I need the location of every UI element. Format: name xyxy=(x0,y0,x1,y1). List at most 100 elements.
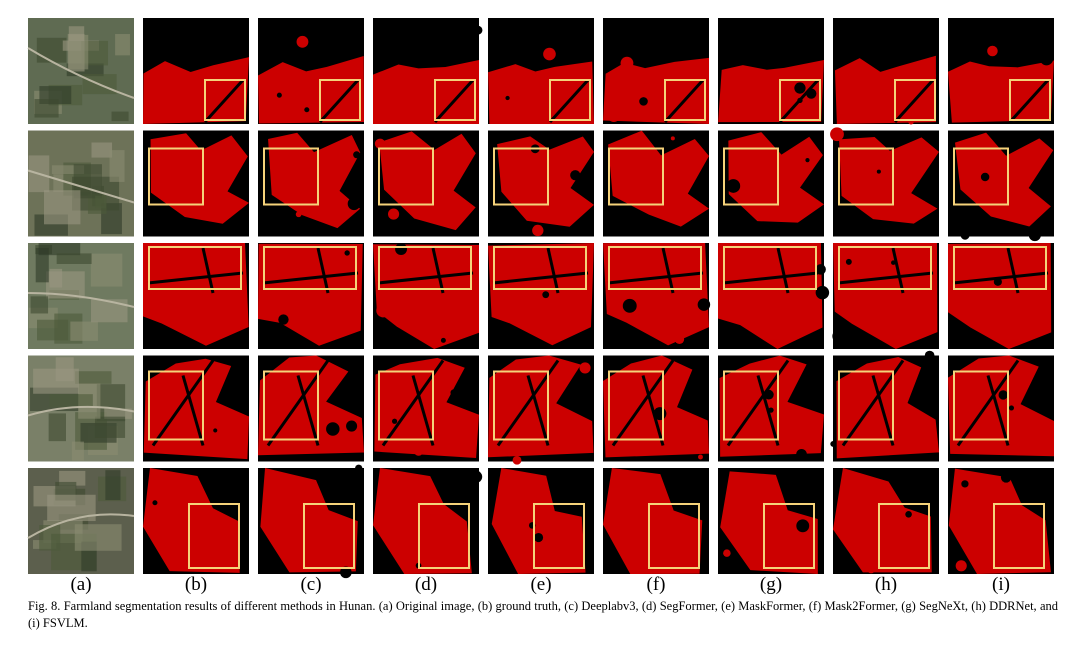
figure-cell xyxy=(948,18,1054,124)
image-patch xyxy=(74,524,122,551)
mask-speck xyxy=(353,151,361,159)
column-label: (d) xyxy=(415,574,437,595)
mask-gap xyxy=(871,375,895,446)
mask-gap xyxy=(546,247,560,294)
mask-speck xyxy=(726,179,741,193)
figure-cell xyxy=(603,468,709,574)
mask-speck xyxy=(276,92,282,98)
mask-speck xyxy=(774,318,787,330)
mask-gap xyxy=(893,78,935,124)
mask-speck xyxy=(466,183,473,191)
mask-speck xyxy=(805,157,810,163)
figure-cell xyxy=(27,18,135,124)
mask-region xyxy=(833,468,932,573)
mask-speck xyxy=(388,208,400,220)
mask-region xyxy=(488,243,594,346)
mask-speck xyxy=(395,32,402,39)
image-patch xyxy=(91,299,128,323)
mask-gap xyxy=(837,271,934,285)
highlight-box xyxy=(664,79,706,121)
image-patch xyxy=(94,416,126,438)
image-patch xyxy=(33,368,79,394)
mask-speck xyxy=(980,172,990,182)
figure-cell xyxy=(488,243,594,349)
highlight-box xyxy=(608,246,702,290)
mask-gap xyxy=(377,271,474,285)
figure-cell xyxy=(830,350,939,462)
highlight-box xyxy=(263,246,357,290)
mask-speck xyxy=(960,230,970,240)
mask-gap xyxy=(203,78,245,124)
image-patch xyxy=(91,142,113,158)
highlight-box xyxy=(434,79,476,121)
mask-gap xyxy=(776,247,790,294)
mask-speck xyxy=(625,547,638,560)
mask-gap xyxy=(641,375,665,446)
figure-cell xyxy=(27,130,135,237)
mask-gap xyxy=(1006,247,1020,294)
mask-speck xyxy=(625,224,631,230)
mask-gap xyxy=(318,78,360,124)
mask-gap xyxy=(1008,78,1050,124)
mask-speck xyxy=(242,332,248,339)
figure-cell xyxy=(143,130,249,237)
road xyxy=(27,169,135,204)
highlight-box xyxy=(263,147,319,206)
mask-region xyxy=(260,468,358,573)
figure-grid: (a) (b) (c) (d) (e) (f) (g) (h) (i) xyxy=(27,18,1054,595)
mask-speck xyxy=(723,549,731,557)
mask-speck xyxy=(570,170,581,181)
mask-speck xyxy=(543,47,556,61)
mask-region xyxy=(718,243,823,349)
column-label: (b) xyxy=(185,574,207,595)
mask-speck xyxy=(924,350,935,361)
mask-speck xyxy=(355,464,363,472)
mask-gap xyxy=(431,247,445,294)
image-patch xyxy=(115,34,130,56)
figure-cell xyxy=(948,468,1054,574)
mask-gap xyxy=(262,271,359,285)
mask-speck xyxy=(815,264,826,275)
image-patch xyxy=(75,371,112,384)
mask-speck xyxy=(1028,229,1041,242)
highlight-box xyxy=(378,246,472,290)
image-patch xyxy=(35,247,49,283)
mask-region xyxy=(718,60,824,123)
mask-speck xyxy=(340,566,352,579)
mask-speck xyxy=(1024,257,1038,272)
highlight-box xyxy=(418,503,470,569)
mask-region xyxy=(143,57,249,124)
mask-speck xyxy=(698,454,703,460)
mask-speck xyxy=(830,127,844,142)
figure-cell xyxy=(832,243,939,349)
mask-speck xyxy=(1039,52,1054,66)
mask-speck xyxy=(344,250,350,256)
mask-speck xyxy=(505,95,510,101)
image-patch xyxy=(30,296,49,314)
highlight-box xyxy=(493,147,549,206)
highlight-box xyxy=(838,147,894,206)
mask-gap xyxy=(201,247,215,294)
mask-region xyxy=(488,355,594,458)
mask-region xyxy=(728,132,824,223)
highlight-box xyxy=(953,246,1047,290)
mask-speck xyxy=(152,500,158,506)
mask-speck xyxy=(533,532,544,543)
mask-speck xyxy=(473,25,483,35)
mask-speck xyxy=(450,389,458,397)
image-patch xyxy=(68,26,85,41)
mask-speck xyxy=(876,169,881,174)
mask-speck xyxy=(632,487,637,492)
image-patch xyxy=(95,195,107,209)
mask-region xyxy=(143,243,249,346)
figure-cell xyxy=(258,243,364,349)
figure-cell xyxy=(488,355,594,465)
mask-speck xyxy=(296,35,309,48)
road xyxy=(27,292,135,308)
caption: Fig. 8. Farmland segmentation results of… xyxy=(28,599,1058,630)
mask-speck xyxy=(639,97,648,106)
figure-cell xyxy=(603,18,709,124)
mask-speck xyxy=(679,375,685,382)
mask-gap xyxy=(722,271,819,285)
figure-cell xyxy=(948,130,1054,242)
